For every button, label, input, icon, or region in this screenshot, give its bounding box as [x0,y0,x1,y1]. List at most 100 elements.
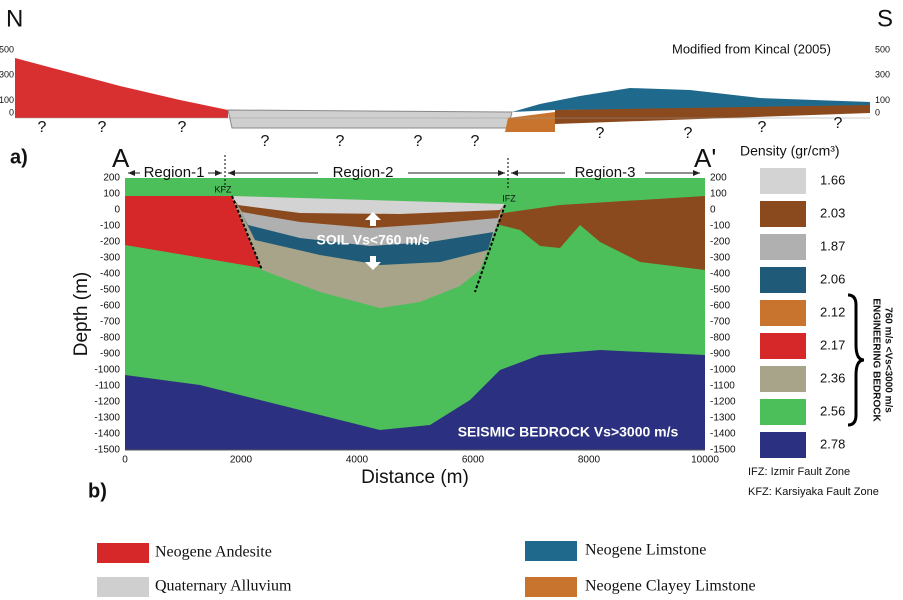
y-tick-label: -100 [710,221,730,232]
y-tick-label: -1200 [94,397,120,408]
legend-swatch [525,577,577,597]
elevation-tick: 500 [0,44,14,54]
region-label: Region-3 [575,164,636,181]
elevation-tick: 300 [0,70,14,80]
credit: Modified from Kincal (2005) [672,41,831,56]
y-tick-label: 0 [114,205,120,216]
legend-label: Neogene Clayey Limstone [585,578,756,595]
legend-swatch [97,577,149,597]
y-tick-label: -1300 [710,413,736,424]
bracket [848,295,864,425]
cross-section [125,155,705,450]
y-tick-label: -1300 [94,413,120,424]
y-tick-label: -1000 [710,365,736,376]
unknown-marker: ? [471,133,480,150]
density-label: 2.03 [820,205,845,220]
unknown-marker: ? [98,119,107,136]
y-tick-label: -400 [710,269,730,280]
density-label: 2.17 [820,337,845,352]
x-tick-label: 10000 [691,455,719,466]
density-label: 2.12 [820,304,845,319]
unknown-marker: ? [336,133,345,150]
density-label: 2.36 [820,370,845,385]
unknown-marker: ? [834,115,843,132]
unknown-marker: ? [38,119,47,136]
panel-label: a) [10,146,28,168]
legend-swatch [97,543,149,563]
soil-note: SOIL Vs<760 m/s [317,232,430,248]
south-label: S [877,5,893,32]
y-tick-label: -600 [710,301,730,312]
unknown-marker: ? [684,125,693,142]
density-label: 1.87 [820,238,845,253]
panel-label: b) [88,480,107,502]
elevation-tick: 0 [9,107,14,117]
bracket-text: ENGINEERING BEDROCK [870,298,881,422]
y-tick-label: 0 [710,205,716,216]
y-tick-label: -700 [100,317,120,328]
legend-label: Quaternary Alluvium [155,578,292,595]
legend-label: Neogene Andesite [155,544,272,561]
top-profile [15,58,870,132]
density-label: 2.56 [820,403,845,418]
y-tick-label: -1400 [94,429,120,440]
elevation-tick: 500 [875,44,890,54]
y-tick-label: -1200 [710,397,736,408]
fault-label: IFZ [502,193,516,203]
y-tick-label: -400 [100,269,120,280]
density-swatch [760,399,806,425]
density-swatch [760,432,806,458]
y-tick-label: -800 [100,333,120,344]
legend-label: Neogene Limstone [585,542,706,559]
unknown-marker: ? [414,133,423,150]
legend-note: KFZ: Karsiyaka Fault Zone [748,486,879,498]
y-tick-label: 200 [103,173,120,184]
x-tick-label: 0 [122,455,128,466]
unknown-marker: ? [178,119,187,136]
elevation-tick: 300 [875,70,890,80]
density-swatch [760,168,806,194]
density-label: 2.78 [820,436,845,451]
legend-title: Density (gr/cm³) [740,143,840,159]
y-tick-label: -1000 [94,365,120,376]
y-tick-label: -200 [100,237,120,248]
y-tick-label: -600 [100,301,120,312]
y-tick-label: 200 [710,173,727,184]
density-label: 2.06 [820,271,845,286]
y-tick-label: -900 [100,349,120,360]
y-tick-label: -300 [100,253,120,264]
unknown-marker: ? [758,119,767,136]
unknown-marker: ? [596,125,605,142]
elevation-tick: 100 [0,95,14,105]
section-start: A [112,143,130,173]
x-tick-label: 6000 [462,455,485,466]
y-tick-label: -300 [710,253,730,264]
y-tick-label: -1100 [95,381,120,392]
fault-label: KFZ [215,184,233,194]
density-swatch [760,366,806,392]
y-axis-label: Depth (m) [71,272,92,356]
y-tick-label: -1500 [94,445,120,456]
y-tick-label: -500 [100,285,120,296]
y-tick-label: 100 [710,189,727,200]
density-swatch [760,267,806,293]
figure: N S Modified from Kincal (2005) a) A A' … [0,0,903,600]
y-tick-label: -500 [710,285,730,296]
density-swatch [760,300,806,326]
x-tick-label: 2000 [230,455,253,466]
y-tick-label: -800 [710,333,730,344]
density-swatch [760,201,806,227]
y-tick-label: -100 [100,221,120,232]
y-tick-label: -1100 [710,381,735,392]
x-tick-label: 8000 [578,455,601,466]
y-tick-label: -700 [710,317,730,328]
x-axis-label: Distance (m) [361,467,469,488]
bedrock-note: SEISMIC BEDROCK Vs>3000 m/s [458,424,679,440]
legend-note: IFZ: Izmir Fault Zone [748,466,850,478]
y-tick-label: -200 [710,237,730,248]
y-tick-label: 100 [103,189,120,200]
unknown-marker: ? [261,133,270,150]
elevation-tick: 100 [875,95,890,105]
legend-swatch [525,541,577,561]
section-end: A' [694,143,716,173]
